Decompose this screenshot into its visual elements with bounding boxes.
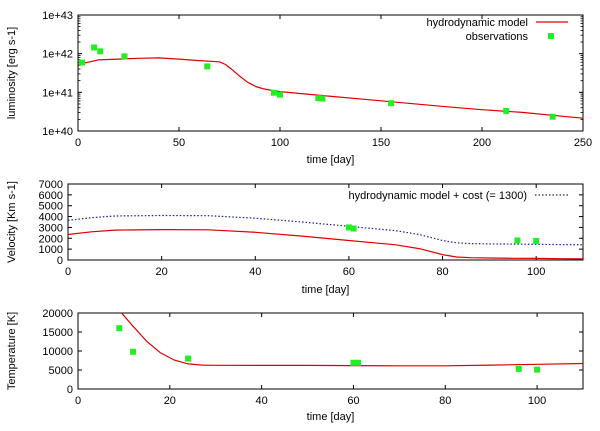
- velocity-observation-point: [350, 225, 357, 232]
- luminosity-observation-point: [549, 113, 556, 120]
- velocity-xlabel: time [day]: [302, 284, 350, 296]
- velocity-observation-point: [533, 238, 540, 244]
- temperature-ytick-label: 15000: [42, 327, 73, 339]
- velocity-xtick-label: 20: [156, 266, 168, 278]
- temperature-axis-ticks: 0 20 40 60 80 100 0 5000 10000 15000 20000: [42, 308, 583, 407]
- temperature-ytick-label: 5000: [49, 365, 73, 377]
- velocity-ytick-label: 1000: [39, 244, 63, 256]
- luminosity-observation-point: [503, 107, 510, 114]
- luminosity-observation-point: [277, 91, 283, 98]
- velocity-ytick-label: 0: [57, 255, 63, 267]
- velocity-ytick-label: 5000: [39, 201, 63, 213]
- luminosity-ytick-label: 1e+40: [42, 126, 73, 138]
- legend-swatch-observations: [548, 33, 554, 39]
- luminosity-observation-point: [121, 53, 128, 60]
- luminosity-observation-point: [91, 44, 98, 51]
- temperature-panel: 0 20 40 60 80 100 0 5000 10000 15000 20000 time [d…: [6, 308, 584, 423]
- temperature-ylabel: Temperature [K]: [6, 312, 18, 390]
- luminosity-ytick-label: 1e+43: [42, 10, 73, 22]
- luminosity-hydrodynamic-model-line: [77, 57, 584, 119]
- luminosity-observation-point: [315, 95, 322, 102]
- luminosity-ytick-label: 1e+41: [42, 87, 73, 99]
- velocity-xtick-label: 40: [249, 266, 261, 278]
- velocity-ytick-label: 7000: [39, 179, 63, 191]
- temperature-xtick-label: 40: [256, 395, 268, 407]
- velocity-hydrodynamic-model-line: [67, 229, 584, 260]
- luminosity-observation-point: [204, 63, 211, 70]
- velocity-xtick-label: 0: [65, 266, 71, 278]
- velocity-xtick-label: 80: [436, 266, 448, 278]
- temperature-xtick-label: 0: [75, 395, 81, 407]
- temperature-xtick-label: 20: [164, 395, 176, 407]
- luminosity-xtick-label: 100: [271, 137, 289, 149]
- luminosity-xlabel: time [day]: [307, 154, 355, 166]
- temperature-ytick-label: 10000: [42, 346, 73, 358]
- temperature-hydrodynamic-model-line: [121, 312, 584, 367]
- velocity-panel: 0 20 40 60 80 1000100020003000400050006000700…: [6, 179, 584, 296]
- velocity-hydrodynamic-model-cost-1300-line: [67, 214, 584, 246]
- luminosity-observation-point: [319, 95, 326, 102]
- luminosity-axis-ticks: 0 50 100 150 200 250 1e+40 1e+41 1e+42 1e+43: [42, 10, 592, 149]
- temperature-xtick-label: 80: [439, 395, 451, 407]
- velocity-ytick-label: 6000: [39, 190, 63, 202]
- luminosity-xtick-label: 0: [75, 137, 81, 149]
- temperature-observation-point: [116, 325, 123, 332]
- velocity-series: [67, 214, 584, 260]
- legend-label-observations: observations: [466, 31, 529, 43]
- velocity-ytick-label: 3000: [39, 222, 63, 234]
- velocity-xtick-label: 60: [343, 266, 355, 278]
- velocity-ytick-label: 4000: [39, 212, 63, 224]
- luminosity-series: [77, 44, 584, 120]
- temperature-series: [116, 312, 584, 373]
- temperature-xtick-label: 60: [347, 395, 359, 407]
- luminosity-observation-point: [97, 48, 104, 55]
- temperature-ytick-label: 20000: [42, 308, 73, 320]
- temperature-observation-point: [515, 365, 522, 372]
- luminosity-legend: hydrodynamic model observations: [427, 17, 568, 43]
- luminosity-observation-point: [270, 89, 277, 96]
- velocity-plot-frame: [67, 183, 584, 261]
- temperature-observation-point: [355, 359, 362, 366]
- velocity-axis-ticks: 0 20 40 60 80 1000100020003000400050006000700…: [39, 179, 583, 278]
- luminosity-xtick-label: 50: [173, 137, 185, 149]
- luminosity-plot-frame: [77, 14, 584, 132]
- velocity-xtick-label: 100: [527, 266, 545, 278]
- temperature-ytick-label: 0: [67, 384, 73, 396]
- temperature-plot-frame: [77, 312, 584, 390]
- velocity-observation-point: [345, 224, 352, 231]
- temperature-xtick-label: 100: [528, 395, 546, 407]
- luminosity-observation-point: [388, 100, 395, 107]
- legend-label-model-plus-cost: hydrodynamic model + cost (= 1300): [348, 190, 527, 202]
- temperature-observation-point: [130, 348, 137, 355]
- luminosity-ylabel: luminosity [erg s-1]: [6, 27, 18, 119]
- temperature-observation-point: [534, 366, 541, 373]
- velocity-observation-point: [514, 237, 521, 244]
- luminosity-ytick-label: 1e+42: [42, 49, 73, 61]
- temperature-observation-point: [350, 359, 357, 366]
- luminosity-panel: 0 50 100 150 200 250 1e+40 1e+41 1e+42 1e+43 time…: [6, 10, 592, 166]
- velocity-ytick-label: 2000: [39, 233, 63, 245]
- velocity-legend: hydrodynamic model + cost (= 1300): [348, 190, 568, 202]
- luminosity-xtick-label: 200: [473, 137, 491, 149]
- luminosity-observation-point: [79, 59, 86, 66]
- legend-label-hydrodynamic-model: hydrodynamic model: [427, 17, 529, 29]
- luminosity-xtick-label: 150: [372, 137, 390, 149]
- velocity-ylabel: Velocity [Km s-1]: [6, 181, 18, 263]
- temperature-observation-point: [185, 355, 192, 362]
- luminosity-xtick-label: 250: [574, 137, 592, 149]
- temperature-xlabel: time [day]: [307, 411, 355, 423]
